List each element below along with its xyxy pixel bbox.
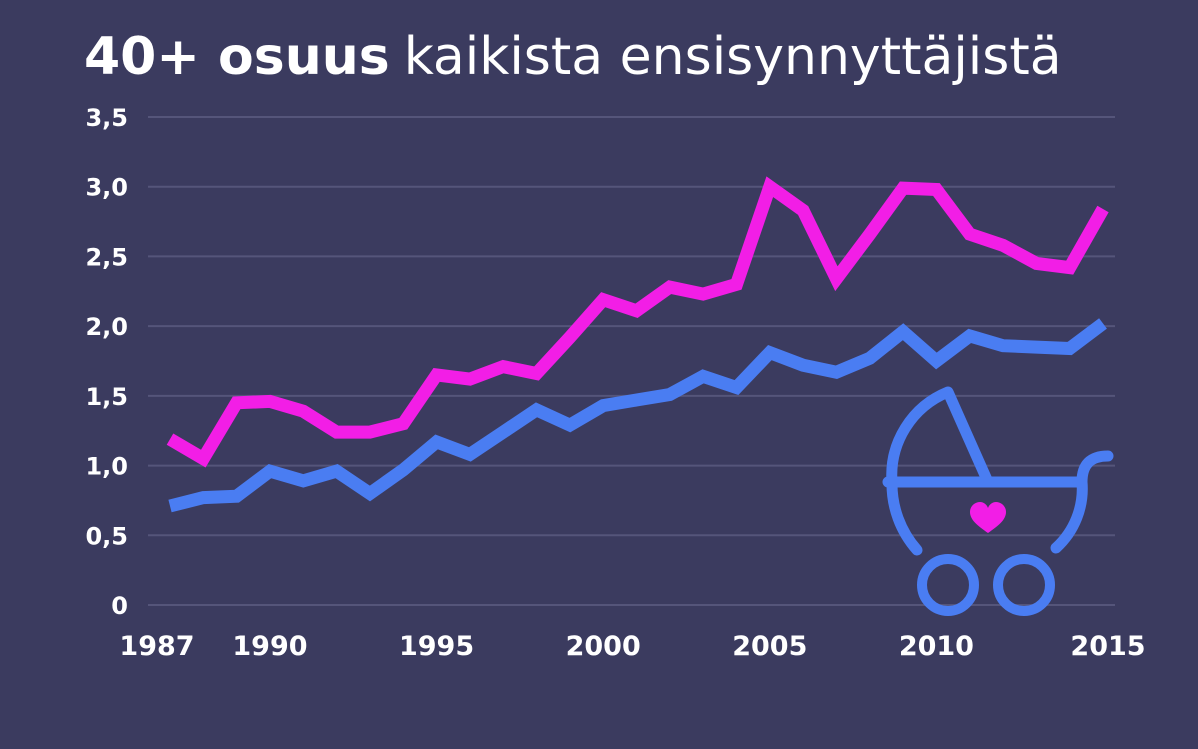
series-line-magenta xyxy=(166,176,1109,468)
chart-title-bold: 40+ osuus xyxy=(84,27,390,87)
y-tick-label: 3,0 xyxy=(85,174,128,202)
x-axis-ticks: 1987 1990 1995 2000 2005 2010 2015 xyxy=(119,631,1145,662)
y-tick-label: 0,5 xyxy=(85,522,128,550)
y-tick-label: 2,5 xyxy=(85,243,128,271)
x-tick-label: 1995 xyxy=(399,631,474,662)
x-tick-label: 2000 xyxy=(566,631,641,662)
baby-stroller-icon xyxy=(882,386,1114,616)
heart-icon xyxy=(970,502,1006,533)
stroller-handle xyxy=(1076,450,1114,488)
grid-lines xyxy=(148,116,1115,606)
x-tick-label: 2010 xyxy=(899,631,974,662)
y-tick-label: 1,5 xyxy=(85,383,128,411)
x-tick-label: 2015 xyxy=(1070,631,1145,662)
x-tick-label: 1990 xyxy=(232,631,307,662)
y-tick-label: 1,0 xyxy=(85,453,128,481)
stroller-wheel-right xyxy=(993,554,1055,616)
series-line-blue xyxy=(168,318,1107,513)
y-axis-ticks: 0 0,5 1,0 1,5 2,0 2,5 3,0 3,5 xyxy=(85,104,128,620)
series-lines xyxy=(166,176,1109,513)
stroller-hood xyxy=(886,386,994,556)
x-tick-label: 1987 xyxy=(119,631,194,662)
chart-title: 40+ osuus kaikista ensisynnyttäjistä xyxy=(84,22,1062,92)
y-tick-label: 2,0 xyxy=(85,313,128,341)
y-tick-label: 3,5 xyxy=(85,104,128,132)
y-tick-label: 0 xyxy=(111,592,128,620)
stroller-wheel-left xyxy=(917,554,979,616)
chart-title-light: kaikista ensisynnyttäjistä xyxy=(403,27,1062,87)
x-tick-label: 2005 xyxy=(732,631,807,662)
